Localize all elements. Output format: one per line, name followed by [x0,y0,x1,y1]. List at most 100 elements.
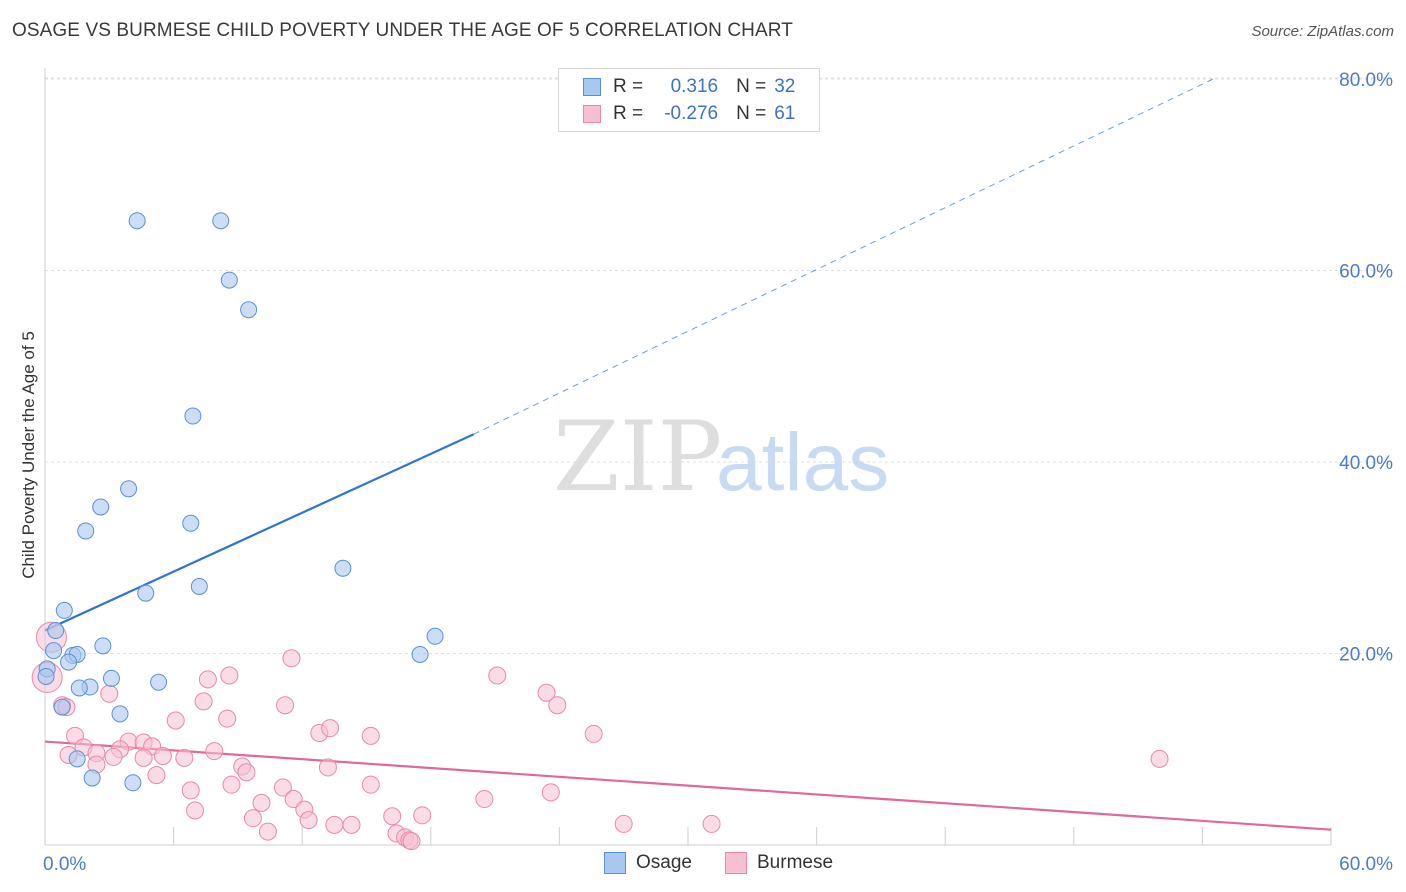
osage-point [334,559,352,577]
burmese-point [537,683,556,702]
osage-point [212,212,230,230]
burmese-point [276,696,295,715]
burmese-point [134,748,153,767]
burmese-point [548,696,567,715]
burmese-point [104,747,123,766]
burmese-legend-label: Burmese [757,852,834,873]
burmese-point [413,806,432,825]
source-label: Source: ZipAtlas.com [1251,23,1394,40]
burmese-point [147,766,166,785]
osage-points [37,212,444,792]
burmese-point [488,666,507,685]
osage-point [102,669,120,687]
burmese-point [475,790,494,809]
burmese-swatch [583,105,601,123]
chart-title: OSAGE VS BURMESE CHILD POVERTY UNDER THE… [12,20,793,41]
burmese-point [325,815,344,834]
osage-point [426,627,444,645]
osage-point [47,622,65,640]
burmese-point [186,801,205,820]
burmese-points [31,621,1169,851]
osage-swatch [583,78,601,96]
x-tick-label: 60.0% [1339,854,1393,875]
osage-point [220,271,238,289]
osage-trendline-extension [473,78,1214,435]
osage-point [190,577,208,595]
legend-r-label: R = [613,76,644,97]
legend-n-label: N = [736,76,767,97]
burmese-point [175,748,194,767]
bottom-legend-burmese: Burmese [725,852,833,874]
burmese-point [273,778,292,797]
legend-osage-n: 32 [774,76,796,97]
osage-legend-label: Osage [636,852,692,873]
osage-point [128,212,146,230]
burmese-point [284,790,303,809]
burmese-legend-swatch [725,852,747,874]
burmese-point [1150,749,1169,768]
osage-trendline [44,433,475,632]
burmese-point [614,814,633,833]
osage-point [83,769,101,787]
x-tick-label: 0.0% [43,854,86,875]
osage-point [137,584,155,602]
bottom-legend-osage: Osage [604,852,692,874]
burmese-point [220,666,239,685]
burmese-point [342,815,361,834]
legend-burmese-r: -0.276 [664,103,719,124]
legend-r-label: R = [613,103,644,124]
y-tick-label: 40.0% [1339,453,1393,474]
grid-lines [45,77,1393,654]
y-axis-label: Child Poverty Under the Age of 5 [19,331,38,579]
osage-point [37,667,55,685]
burmese-point [282,649,301,668]
legend-row-burmese: R = -0.276 N = 61 [583,101,795,127]
burmese-point [198,670,217,689]
burmese-point [258,822,277,841]
trendlines [44,78,1332,831]
burmese-point [218,709,237,728]
burmese-point [402,832,421,851]
watermark-zip: ZIP [553,401,722,513]
osage-point [120,480,138,498]
legend-row-osage: R = 0.316 N = 32 [583,74,795,100]
burmese-point [100,684,119,703]
burmese-point [702,814,721,833]
burmese-point [252,793,271,812]
legend-burmese-n: 61 [774,103,796,124]
burmese-point [166,711,185,730]
y-tick-label: 80.0% [1339,70,1393,91]
y-tick-label: 60.0% [1339,262,1393,283]
osage-point [150,673,168,691]
osage-point [411,645,429,663]
watermark-atlas: atlas [716,417,889,508]
osage-point [55,601,73,619]
burmese-point [541,783,560,802]
osage-legend-swatch [604,852,626,874]
watermark: ZIP atlas [553,401,889,513]
burmese-point [361,726,380,745]
osage-point [70,679,88,697]
legend-n-label: N = [736,103,767,124]
osage-point [184,407,202,425]
tick-labels: 20.0% 40.0% 60.0% 80.0% 0.0% 60.0% [43,70,1393,875]
osage-point [77,522,95,540]
burmese-point [237,763,256,782]
burmese-point [153,746,172,765]
osage-point [68,750,86,768]
y-tick-label: 20.0% [1339,645,1393,666]
axes [44,68,1332,846]
legend-osage-r: 0.316 [670,76,719,97]
osage-point [124,774,142,792]
burmese-point [361,775,380,794]
osage-point [53,698,71,716]
osage-point [45,642,63,660]
osage-point [94,637,112,655]
burmese-point [584,724,603,743]
burmese-point [318,758,337,777]
burmese-point [205,742,224,761]
burmese-point [181,781,200,800]
burmese-point [222,775,241,794]
osage-point [240,301,258,319]
